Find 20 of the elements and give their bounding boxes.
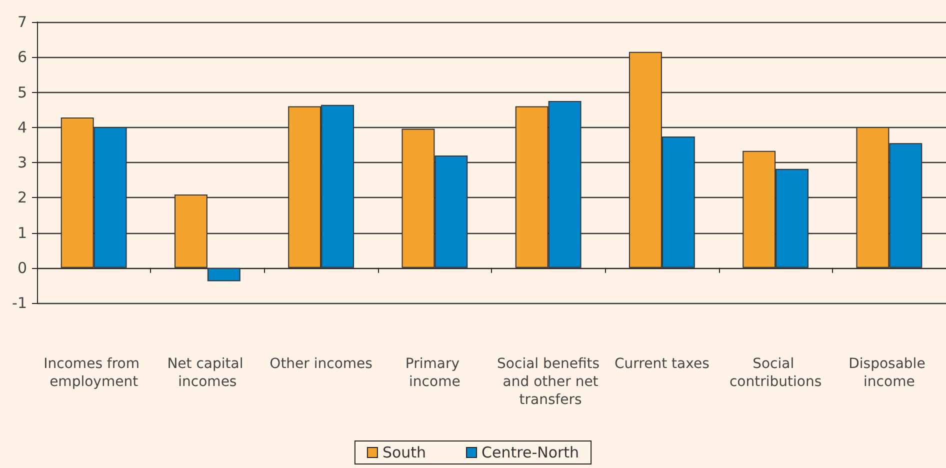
legend-label: South [382,444,426,462]
x-tick-label: Social contributions [729,356,822,390]
y-tick-label: -1 [12,294,27,312]
y-tick-label: 6 [17,48,27,66]
y-tick-label: 1 [17,224,27,242]
x-tick-label: Primary income [405,356,464,390]
y-tick-label: 5 [17,83,27,102]
bar [207,268,240,282]
y-tick-label: 7 [17,13,27,31]
x-tick-label: Net capital incomes [167,356,248,390]
x-tick-label: Current taxes [614,356,710,372]
y-tick-label: 2 [17,188,27,207]
legend-label: Centre-North [482,444,580,462]
y-tick-label: 4 [17,118,27,136]
x-tick-label: Social benefits and other net transfers [497,356,600,408]
x-tick-label: Disposable income [848,356,930,390]
y-tick-label: 0 [17,258,27,277]
y-tick-label: 3 [17,154,27,172]
x-tick-label: Incomes from employment [44,356,144,390]
x-tick-label: Other incomes [270,356,372,372]
